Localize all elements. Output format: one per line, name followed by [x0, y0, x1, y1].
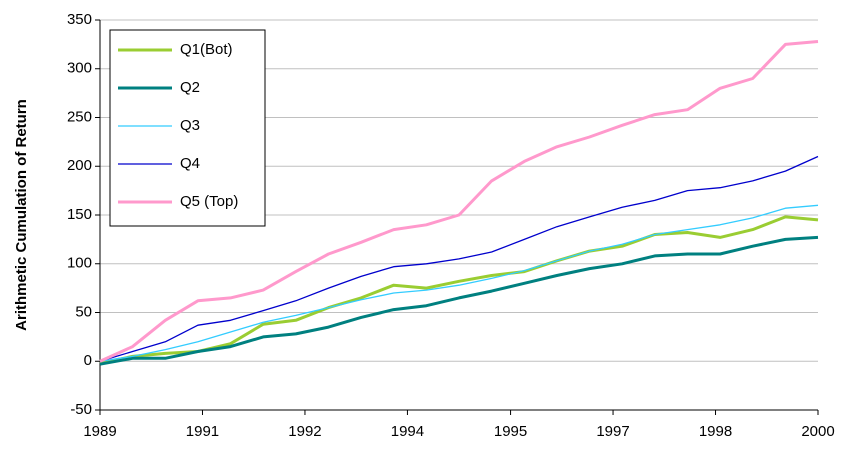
- x-tick-label: 1992: [288, 423, 321, 440]
- legend-label: Q2: [180, 79, 200, 96]
- y-tick-label: 0: [84, 352, 92, 369]
- y-tick-label: 50: [75, 303, 92, 320]
- y-tick-label: 100: [67, 255, 92, 272]
- series-line: [99, 155, 819, 362]
- series-line: [99, 215, 819, 365]
- x-tick-label: 1995: [494, 423, 527, 440]
- x-tick-label: 1989: [83, 423, 116, 440]
- x-tick-label: 1998: [699, 423, 732, 440]
- legend-label: Q3: [180, 117, 200, 134]
- legend-box: [109, 29, 266, 227]
- y-tick-label: 150: [67, 206, 92, 223]
- legend-label: Q4: [180, 155, 200, 172]
- y-tick-label: 200: [67, 157, 92, 174]
- y-tick-label: -50: [70, 401, 92, 418]
- y-tick-label: 250: [67, 108, 92, 125]
- series-line: [99, 40, 819, 363]
- y-tick-label: 350: [67, 11, 92, 28]
- y-tick-label: 300: [67, 60, 92, 77]
- x-tick-label: 1991: [186, 423, 219, 440]
- legend-label: Q5 (Top): [180, 193, 238, 210]
- y-axis-title: Arithmetic Cumulation of Return: [13, 99, 30, 331]
- series-line: [99, 235, 819, 366]
- series-line: [99, 204, 819, 362]
- legend-label: Q1(Bot): [180, 41, 233, 58]
- x-tick-label: 2000: [801, 423, 834, 440]
- x-tick-label: 1994: [391, 423, 424, 440]
- x-tick-label: 1997: [596, 423, 629, 440]
